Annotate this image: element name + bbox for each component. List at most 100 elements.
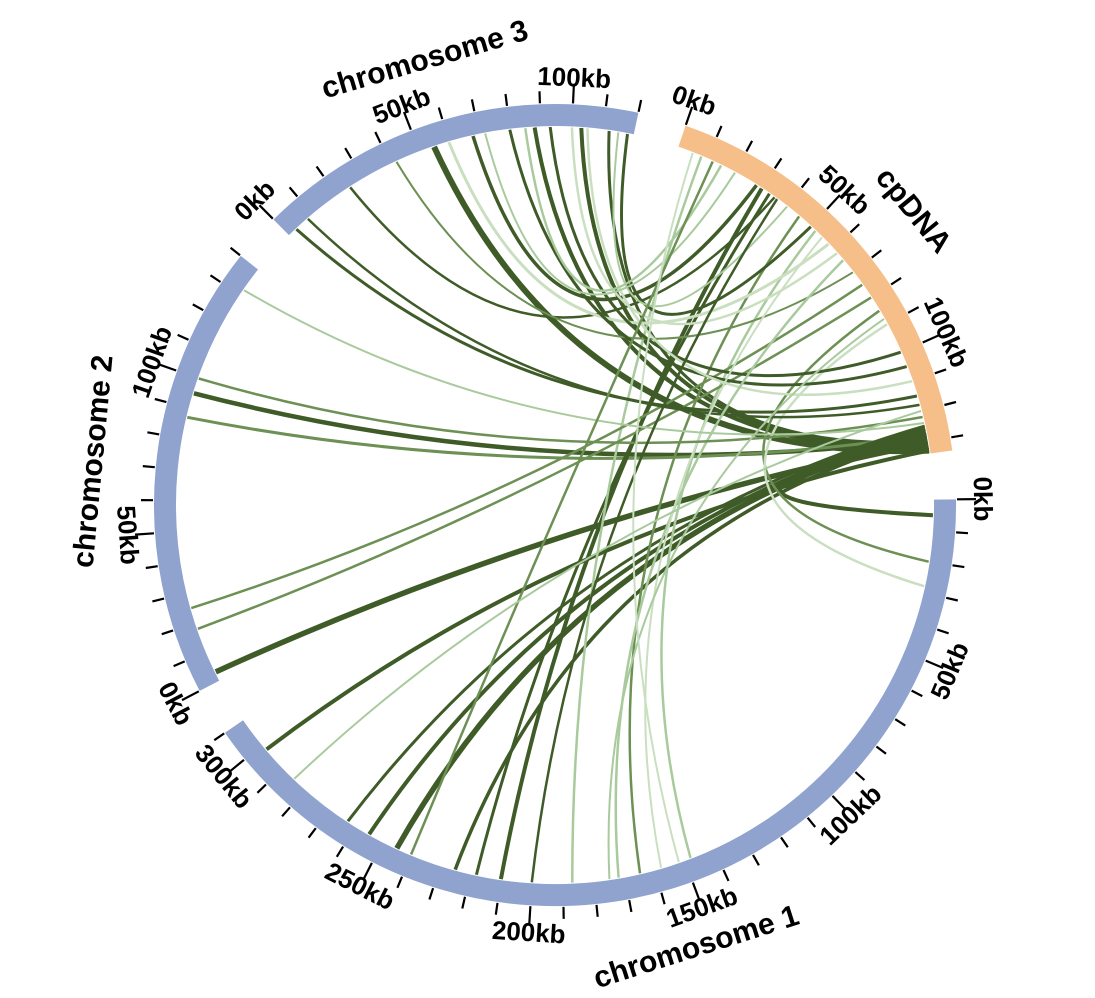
link-ribbon-cpDNA-chr3 — [612, 132, 788, 307]
tick-chr3-110 — [604, 94, 609, 107]
tick-label-chr2-0: 0kb — [152, 677, 199, 731]
tick-chr3-30 — [344, 147, 353, 159]
link-ribbon-cpDNA-chr3 — [579, 127, 929, 448]
tick-chr3-0 — [258, 204, 274, 220]
tick-chr2-20 — [161, 629, 174, 636]
link-ribbon-cpDNA-chr1 — [453, 433, 927, 871]
segment-name-chr2: chromosome 2 — [67, 354, 120, 570]
link-ribbon-cpDNA-chr1 — [607, 318, 885, 880]
tick-chr2-70 — [142, 465, 155, 469]
tick-chr1-220 — [461, 896, 467, 909]
link-ribbon-cpDNA-chr2 — [187, 415, 927, 460]
tick-chr1-310 — [213, 732, 225, 742]
tick-chr1-200 — [528, 906, 532, 926]
tick-chr2-100 — [157, 363, 177, 372]
tick-chr1-270 — [307, 827, 317, 839]
tick-chr2-90 — [154, 397, 167, 404]
tick-chr1-120 — [780, 836, 789, 848]
tick-chr1-40 — [936, 628, 949, 635]
tick-label-chr1-200: 200kb — [491, 915, 566, 949]
tick-cpDNA-40 — [800, 177, 810, 189]
tick-chr1-230 — [428, 887, 435, 900]
link-ribbon-cpDNA-chr1 — [778, 442, 934, 518]
link-ribbon-cpDNA-chr2 — [243, 289, 925, 436]
tick-cpDNA-20 — [745, 140, 754, 153]
link-ribbon-cpDNA-chr1 — [632, 152, 694, 863]
link-ribbon-cpDNA-chr1 — [628, 215, 801, 874]
tick-cpDNA-120 — [944, 400, 957, 407]
tick-chr1-70 — [894, 718, 906, 727]
tick-chr1-100 — [831, 795, 847, 811]
tick-chr2-40 — [145, 565, 158, 570]
tick-chr3-120 — [637, 99, 643, 113]
link-ribbon-cpDNA-chr1 — [644, 236, 823, 868]
tick-chr1-50 — [925, 659, 944, 670]
tick-chr2-30 — [152, 597, 165, 603]
tick-cpDNA-130 — [951, 434, 964, 439]
tick-chr2-80 — [147, 431, 160, 436]
tick-cpDNA-10 — [715, 125, 723, 138]
tick-chr1-250 — [362, 862, 373, 881]
link-ribbon-cpDNA-chr1 — [660, 230, 817, 859]
tick-chr3-70 — [470, 99, 476, 112]
tick-chr1-110 — [806, 817, 817, 828]
link-ribbon-cpDNA-chr3 — [484, 133, 736, 296]
tick-chr2-110 — [177, 333, 189, 341]
tick-label-chr1-0: 0kb — [968, 476, 999, 521]
tick-chr1-160 — [660, 892, 666, 905]
link-ribbon-cpDNA-chr1 — [530, 198, 779, 883]
tick-chr3-100 — [571, 84, 575, 104]
tick-chr1-20 — [952, 564, 965, 569]
tick-chr2-50 — [134, 532, 155, 536]
link-ribbon-cpDNA-chr3 — [471, 135, 758, 301]
tick-chr1-10 — [956, 531, 969, 535]
link-ribbon-cpDNA-chr1 — [474, 192, 771, 876]
segment-name-cpDNA: cpDNA — [869, 161, 958, 259]
tick-cpDNA-70 — [871, 249, 882, 259]
tick-chr3-10 — [288, 186, 299, 198]
link-ribbon-cpDNA-chr1 — [293, 409, 922, 780]
link-ribbon-cpDNA-chr3 — [349, 186, 776, 319]
tick-chr3-20 — [315, 165, 325, 177]
segment-arc-chr2 — [154, 255, 259, 691]
segment-arc-cpDNA — [678, 125, 953, 454]
segment-arc-chr1 — [224, 499, 957, 907]
tick-cpDNA-80 — [890, 276, 902, 286]
link-ribbon-cpDNA-chr3 — [395, 161, 854, 340]
tick-chr1-240 — [396, 876, 404, 889]
tick-cpDNA-30 — [773, 157, 783, 170]
tick-cpDNA-0 — [684, 106, 694, 126]
tick-chr3-60 — [437, 107, 444, 120]
tick-chr2-120 — [192, 303, 204, 312]
tick-chr1-90 — [854, 771, 866, 781]
tick-chr1-180 — [595, 904, 599, 917]
segment-arc-chr3 — [273, 103, 639, 236]
tick-chr3-50 — [402, 111, 412, 131]
tick-chr1-300 — [228, 758, 245, 773]
tick-chr1-30 — [945, 596, 959, 602]
tick-chr3-40 — [374, 131, 382, 144]
tick-chr1-210 — [494, 902, 499, 915]
link-ribbon-cpDNA-chr3 — [307, 217, 920, 419]
link-ribbon-cpDNA-chr1 — [614, 259, 844, 878]
tick-cpDNA-100 — [922, 333, 941, 344]
link-ribbon-cpDNA-chr1 — [409, 160, 714, 855]
tick-label-cpDNA-0: 0kb — [668, 79, 720, 122]
tick-cpDNA-60 — [849, 223, 860, 234]
tick-chr2-10 — [173, 660, 186, 668]
link-ribbon-cpDNA-chr3 — [295, 228, 918, 414]
tick-chr1-290 — [256, 783, 267, 794]
tick-chr2-130 — [209, 274, 222, 283]
tick-cpDNA-110 — [934, 368, 947, 375]
tick-chr1-80 — [875, 745, 887, 755]
tick-label-chr3-0: 0kb — [228, 174, 281, 227]
tick-chr1-280 — [281, 806, 291, 818]
tick-chr2-140 — [229, 246, 241, 257]
link-ribbon-cpDNA-chr1 — [346, 424, 926, 823]
tick-chr1-260 — [335, 846, 345, 858]
link-ribbon-cpDNA-chr1 — [571, 156, 703, 883]
tick-chr1-150 — [691, 882, 701, 901]
tick-label-chr1-50: 50kb — [924, 638, 975, 704]
